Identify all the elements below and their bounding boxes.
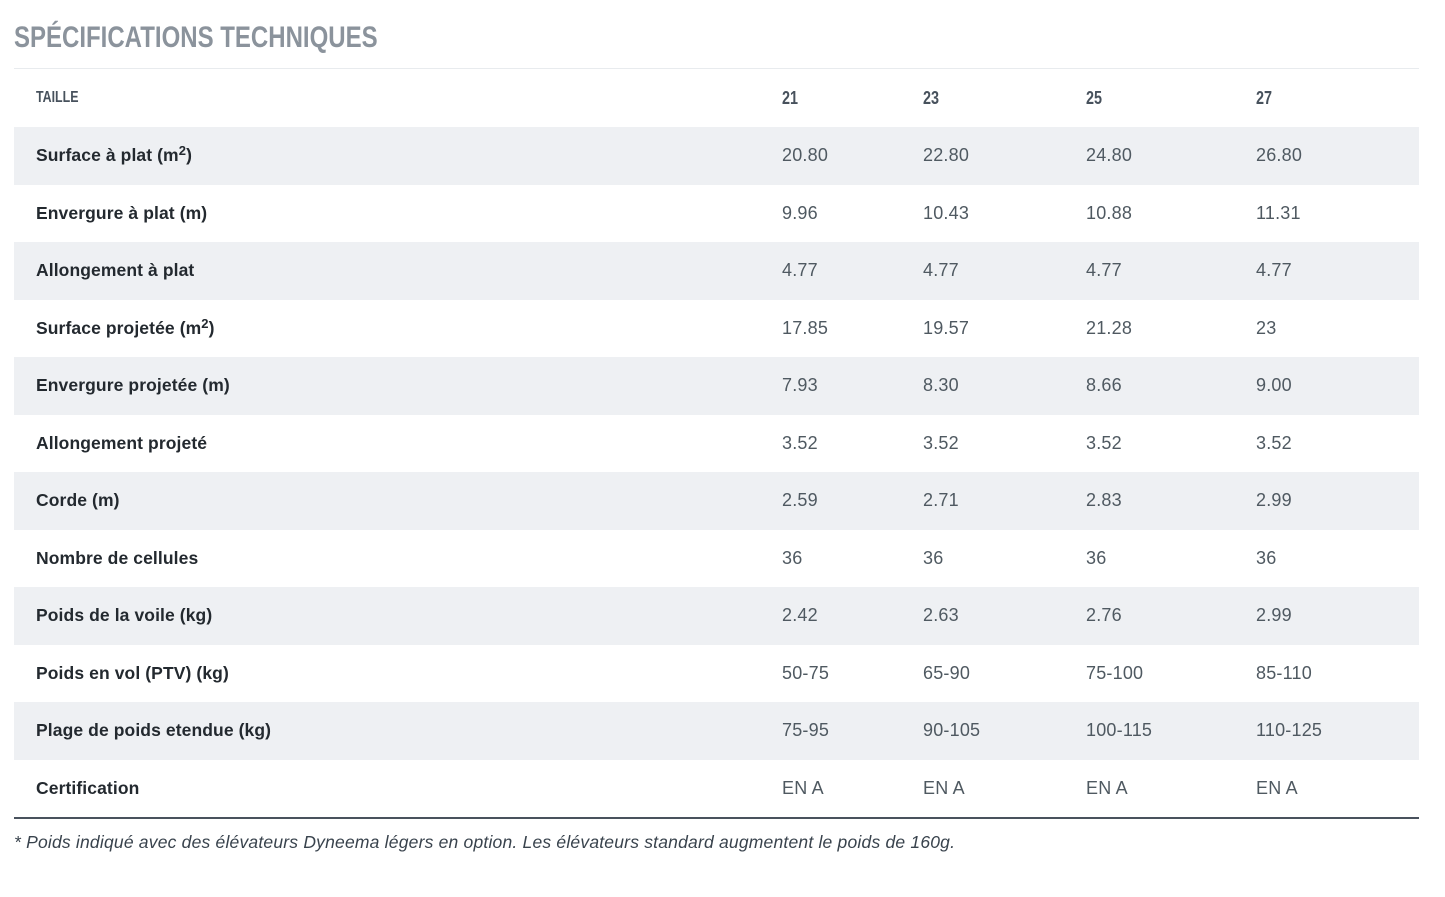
row-value: 17.85 xyxy=(782,317,829,338)
row-value: 19.57 xyxy=(923,317,970,338)
row-value: 50-75 xyxy=(782,662,830,683)
header-size-value: 21 xyxy=(782,68,923,127)
row-value: 36 xyxy=(782,547,803,568)
row-value: 36 xyxy=(923,547,944,568)
superscript: 2 xyxy=(201,315,209,331)
row-value: 90-105 xyxy=(923,720,981,741)
row-value: 2.76 xyxy=(1086,605,1122,626)
header-size-value-text: 25 xyxy=(1086,87,1103,108)
table-row: Plage de poids etendue (kg) 75-95 90-105 10… xyxy=(14,702,1419,760)
row-value: 2.59 xyxy=(782,490,818,511)
row-value: 3.52 xyxy=(1086,432,1122,453)
row-value: 3.52 xyxy=(782,432,818,453)
row-label: Plage de poids etendue (kg) xyxy=(36,720,272,741)
row-value: 2.63 xyxy=(923,605,959,626)
header-row: TAILLE 21 23 25 27 xyxy=(14,68,1419,127)
row-value: 36 xyxy=(1256,547,1277,568)
table-row: Nombre de cellules 36 36 36 36 xyxy=(14,529,1419,587)
spec-table-body: Surface à plat (m2) 20.80 22.80 24.80 26.80 E… xyxy=(14,127,1419,818)
row-label: Corde (m) xyxy=(36,490,120,511)
header-size-label: TAILLE xyxy=(14,68,782,127)
row-value: 36 xyxy=(1086,547,1107,568)
row-value: 10.43 xyxy=(923,202,970,223)
row-value: 65-90 xyxy=(923,662,971,683)
table-row: Envergure projetée (m) 7.93 8.30 8.66 9.00 xyxy=(14,357,1419,415)
row-label: Nombre de cellules xyxy=(36,547,199,568)
header-size-value-text: 21 xyxy=(782,87,799,108)
row-value: 75-95 xyxy=(782,720,830,741)
row-value: 8.30 xyxy=(923,375,959,396)
table-row: Surface à plat (m2) 20.80 22.80 24.80 26.80 xyxy=(14,127,1419,185)
row-value: 110-125 xyxy=(1256,720,1323,741)
row-value: 4.77 xyxy=(1086,260,1122,281)
header-size-label-text: TAILLE xyxy=(36,89,79,106)
row-label: Allongement à plat xyxy=(36,260,195,281)
table-row: Corde (m) 2.59 2.71 2.83 2.99 xyxy=(14,472,1419,530)
row-value: 2.42 xyxy=(782,605,818,626)
row-value: 4.77 xyxy=(923,260,959,281)
row-value: 2.99 xyxy=(1256,605,1292,626)
row-label: Allongement projeté xyxy=(36,432,208,453)
row-value: 2.99 xyxy=(1256,490,1292,511)
row-value: 4.77 xyxy=(1256,260,1292,281)
row-value: 24.80 xyxy=(1086,145,1133,166)
row-value: EN A xyxy=(1086,777,1128,798)
row-label: Envergure à plat (m) xyxy=(36,202,208,223)
header-size-value: 23 xyxy=(923,68,1086,127)
row-value: 9.96 xyxy=(782,202,818,223)
row-value: 100-115 xyxy=(1086,720,1153,741)
row-value: 4.77 xyxy=(782,260,818,281)
table-row: Allongement à plat 4.77 4.77 4.77 4.77 xyxy=(14,242,1419,300)
header-size-value: 27 xyxy=(1256,68,1419,127)
row-value: EN A xyxy=(1256,777,1298,798)
row-value: EN A xyxy=(923,777,965,798)
page-title: SPÉCIFICATIONS TECHNIQUES xyxy=(14,20,1419,55)
row-value: 26.80 xyxy=(1256,145,1303,166)
superscript: 2 xyxy=(178,143,187,159)
row-value: 21.28 xyxy=(1086,317,1133,338)
row-value: EN A xyxy=(782,777,824,798)
header-size-value: 25 xyxy=(1086,68,1256,127)
spec-table: TAILLE 21 23 25 27 Surface à plat (m2) 20.80… xyxy=(14,68,1419,819)
row-value: 75-100 xyxy=(1086,662,1144,683)
row-label: Certification xyxy=(36,777,140,798)
row-value: 3.52 xyxy=(1256,432,1292,453)
table-row: Poids en vol (PTV) (kg) 50-75 65-90 75-100 8… xyxy=(14,644,1419,702)
row-value: 3.52 xyxy=(923,432,959,453)
page-title-text: SPÉCIFICATIONS TECHNIQUES xyxy=(14,21,378,54)
footnote: * Poids indiqué avec des élévateurs Dyne… xyxy=(14,832,956,852)
row-value: 8.66 xyxy=(1086,375,1122,396)
row-value: 11.31 xyxy=(1256,202,1301,223)
row-label: Surface projetée (m2) xyxy=(36,315,215,338)
spec-section: SPÉCIFICATIONS TECHNIQUES TAILLE 21 23 25 2… xyxy=(0,20,1445,853)
row-value: 20.80 xyxy=(782,145,829,166)
row-label: Poids de la voile (kg) xyxy=(36,605,213,626)
table-row: Poids de la voile (kg) 2.42 2.63 2.76 2.99 xyxy=(14,587,1419,645)
row-value: 9.00 xyxy=(1256,375,1292,396)
row-value: 10.88 xyxy=(1086,202,1133,223)
row-label: Surface à plat (m2) xyxy=(36,143,192,166)
table-row: Certification EN A EN A EN A EN A xyxy=(14,759,1419,818)
row-value: 85-110 xyxy=(1256,662,1312,683)
table-row: Surface projetée (m2) 17.85 19.57 21.28 23 xyxy=(14,299,1419,357)
row-value: 23 xyxy=(1256,317,1277,338)
row-value: 2.83 xyxy=(1086,490,1122,511)
row-value: 2.71 xyxy=(923,490,959,511)
row-label: Envergure projetée (m) xyxy=(36,375,230,396)
row-label: Poids en vol (PTV) (kg) xyxy=(36,662,229,683)
row-value: 22.80 xyxy=(923,145,970,166)
header-size-value-text: 27 xyxy=(1256,87,1273,108)
table-row: Envergure à plat (m) 9.96 10.43 10.88 11.31 xyxy=(14,184,1419,242)
header-size-value-text: 23 xyxy=(923,87,940,108)
row-value: 7.93 xyxy=(782,375,818,396)
table-row: Allongement projeté 3.52 3.52 3.52 3.52 xyxy=(14,414,1419,472)
